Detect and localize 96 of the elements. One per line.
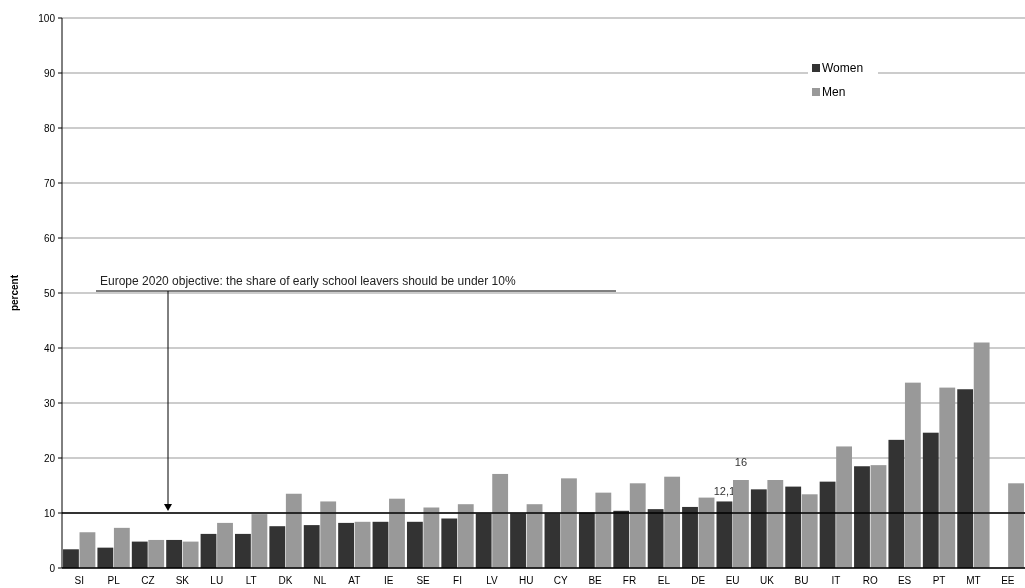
x-tick-label: LU xyxy=(210,575,224,586)
bar xyxy=(1008,483,1024,568)
bar xyxy=(269,526,286,568)
x-tick-label: SK xyxy=(175,575,190,586)
bar xyxy=(716,501,733,568)
y-tick-label: 70 xyxy=(43,177,56,189)
bar xyxy=(870,465,887,568)
bar xyxy=(595,492,612,568)
x-tick-label: IE xyxy=(384,575,394,586)
y-tick-label: 50 xyxy=(43,287,56,299)
x-tick-label: UK xyxy=(760,575,775,586)
bar xyxy=(303,525,320,568)
x-tick-label: IT xyxy=(831,575,841,586)
bar xyxy=(251,514,268,568)
bar xyxy=(475,513,492,568)
bar xyxy=(801,494,818,568)
bar xyxy=(957,389,974,568)
bar xyxy=(200,533,217,568)
bar xyxy=(79,532,96,568)
bar xyxy=(320,501,337,568)
bar xyxy=(235,533,251,568)
bar xyxy=(457,504,474,568)
y-tick-label: 40 xyxy=(43,342,56,354)
x-tick-label: FI xyxy=(453,575,462,586)
x-tick-label: CY xyxy=(553,575,568,586)
bar xyxy=(732,480,749,568)
x-tick-label: SE xyxy=(416,575,431,586)
bar xyxy=(664,476,681,568)
y-tick-label: 100 xyxy=(38,12,56,24)
y-tick-label: 60 xyxy=(43,232,56,244)
bar xyxy=(63,549,79,568)
bar xyxy=(131,541,148,568)
bar xyxy=(561,478,577,568)
bar xyxy=(492,473,509,568)
legend-label: Men xyxy=(822,85,846,100)
bar xyxy=(682,506,698,568)
data-label: 16 xyxy=(734,456,748,468)
x-tick-label: ES xyxy=(897,575,912,586)
bar xyxy=(854,466,870,568)
bar xyxy=(389,498,405,568)
y-tick-label: 90 xyxy=(43,67,56,79)
x-tick-label: EL xyxy=(657,575,671,586)
x-tick-label: DK xyxy=(278,575,293,586)
bar xyxy=(629,483,646,568)
x-tick-label: MT xyxy=(966,575,981,586)
bar xyxy=(113,527,130,568)
bar xyxy=(354,521,371,568)
bar xyxy=(647,509,664,568)
annotation: Europe 2020 objective: the share of early school leavers should be under 10% xyxy=(100,274,516,288)
bar xyxy=(406,521,423,568)
y-tick-label: 20 xyxy=(43,452,56,464)
bar xyxy=(285,493,302,568)
bar xyxy=(166,539,183,568)
y-tick-label: 0 xyxy=(49,562,56,574)
x-tick-label: HU xyxy=(519,575,534,586)
bar xyxy=(338,522,355,568)
x-tick-label: PL xyxy=(107,575,121,586)
x-tick-label: BU xyxy=(794,575,809,586)
bar xyxy=(750,489,767,568)
x-tick-label: PT xyxy=(932,575,946,586)
x-tick-label: NL xyxy=(313,575,327,586)
bar xyxy=(510,513,526,568)
bar xyxy=(578,512,595,568)
bar xyxy=(785,486,802,568)
bar xyxy=(544,513,561,568)
bar xyxy=(423,507,440,568)
bar xyxy=(441,518,458,568)
x-tick-label: DE xyxy=(691,575,706,586)
bar xyxy=(372,521,389,568)
y-tick-label: 30 xyxy=(43,397,56,409)
bar xyxy=(698,497,715,568)
x-tick-label: LV xyxy=(486,575,498,586)
bar xyxy=(148,539,165,568)
x-tick-label: CZ xyxy=(141,575,155,586)
x-tick-label: SI xyxy=(74,575,84,586)
bar xyxy=(526,504,543,568)
legend-label: Women xyxy=(822,61,864,76)
bar xyxy=(217,522,233,568)
x-tick-label: FR xyxy=(622,575,637,586)
y-tick-label: 80 xyxy=(43,122,56,134)
x-tick-label: RO xyxy=(862,575,878,586)
y-axis-title: percent xyxy=(9,274,20,312)
bar xyxy=(767,480,784,568)
bar xyxy=(888,439,905,568)
bar xyxy=(182,541,199,568)
x-tick-label: BE xyxy=(588,575,603,586)
y-tick-label: 10 xyxy=(43,507,56,519)
x-tick-label: AT xyxy=(348,575,361,586)
bar xyxy=(97,547,114,568)
bar xyxy=(613,510,630,568)
x-tick-label: LT xyxy=(245,575,257,586)
bar xyxy=(922,432,939,568)
data-label: 12,1 xyxy=(713,485,736,498)
x-tick-label: EE xyxy=(1001,575,1015,586)
bar xyxy=(819,481,836,568)
x-tick-label: EU xyxy=(725,575,740,586)
